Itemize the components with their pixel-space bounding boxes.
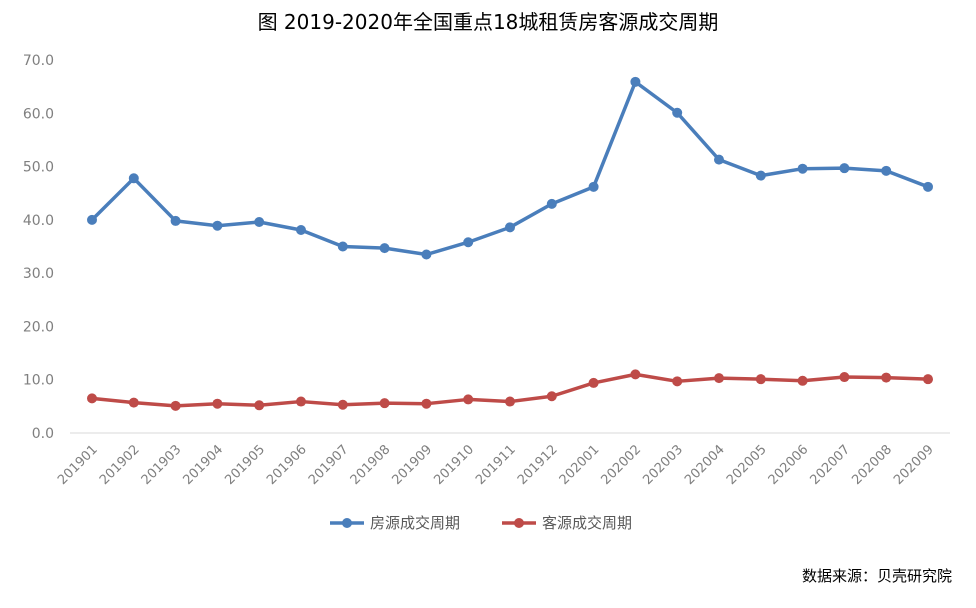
x-tick-label: 201907: [306, 442, 352, 488]
data-point: [588, 181, 599, 192]
data-point: [630, 369, 641, 380]
data-point: [128, 173, 139, 184]
x-tick-label: 202003: [640, 442, 686, 488]
y-tick-label: 10.0: [23, 373, 54, 389]
data-point: [421, 249, 432, 260]
x-tick-label: 202001: [557, 442, 603, 488]
data-point: [254, 216, 265, 227]
x-tick-label: 202004: [682, 442, 728, 488]
data-point: [923, 181, 933, 192]
legend-label-1: 客源成交周期: [542, 514, 632, 532]
x-tick-label: 201903: [139, 442, 185, 488]
data-point: [505, 222, 515, 233]
data-point: [170, 400, 181, 411]
x-tick-label: 202005: [724, 442, 770, 488]
data-point: [755, 374, 766, 385]
chart-title: 图 2019-2020年全国重点18城租赁房客源成交周期: [257, 10, 719, 34]
data-point: [170, 215, 181, 226]
x-tick-label: 201909: [390, 442, 436, 488]
y-tick-label: 30.0: [23, 266, 54, 282]
x-tick-label: 201901: [55, 442, 101, 488]
x-tick-label: 202008: [849, 442, 895, 488]
legend-label-0: 房源成交周期: [370, 514, 460, 532]
data-point: [546, 391, 557, 402]
x-tick-label: 201912: [515, 442, 561, 488]
data-point: [923, 374, 933, 385]
x-tick-label: 201910: [431, 442, 477, 488]
y-tick-label: 70.0: [23, 53, 54, 69]
data-point: [797, 163, 808, 174]
y-tick-label: 40.0: [23, 213, 54, 229]
data-point: [714, 373, 724, 384]
legend-marker-0: [342, 518, 352, 528]
y-axis: 0.0 10.0 20.0 30.0 40.0 50.0 60.0 70.0: [23, 53, 54, 442]
x-tick-label: 202006: [766, 442, 812, 488]
x-tick-label: 201906: [264, 442, 310, 488]
data-point: [463, 394, 474, 405]
data-point: [797, 375, 808, 386]
data-source: 数据来源：贝壳研究院: [801, 567, 952, 585]
data-point: [881, 372, 892, 383]
data-point: [379, 398, 390, 409]
data-point: [672, 107, 683, 118]
data-point: [588, 377, 599, 388]
x-tick-label: 201908: [348, 442, 394, 488]
x-tick-label: 201902: [97, 442, 143, 488]
y-tick-label: 60.0: [23, 106, 54, 122]
data-point: [296, 396, 306, 407]
data-point: [254, 400, 265, 411]
legend: 房源成交周期 客源成交周期: [330, 514, 632, 532]
data-point: [337, 241, 348, 252]
data-point: [755, 170, 766, 181]
data-point: [672, 376, 683, 387]
data-point: [212, 398, 223, 409]
data-point: [463, 237, 474, 248]
series-layer: [87, 76, 933, 411]
y-tick-label: 0.0: [32, 426, 54, 442]
x-tick-label: 202002: [599, 442, 645, 488]
data-point: [881, 165, 892, 176]
x-axis: 2019012019022019032019042019052019062019…: [55, 432, 950, 488]
x-tick-label: 201911: [473, 442, 519, 488]
data-point: [839, 372, 850, 383]
data-point: [379, 243, 390, 254]
data-point: [212, 220, 223, 231]
x-tick-label: 201904: [181, 442, 227, 488]
data-point: [714, 154, 724, 165]
data-point: [546, 198, 557, 209]
x-tick-label: 202007: [808, 442, 854, 488]
data-point: [505, 396, 515, 407]
data-point: [839, 163, 850, 174]
y-tick-label: 20.0: [23, 319, 54, 335]
x-tick-label: 202009: [891, 442, 937, 488]
legend-marker-1: [514, 518, 524, 528]
y-tick-label: 50.0: [23, 160, 54, 176]
data-point: [421, 398, 432, 409]
data-point: [337, 399, 348, 410]
data-point: [87, 214, 97, 225]
data-point: [630, 76, 641, 87]
data-point: [128, 397, 139, 408]
data-point: [87, 393, 97, 404]
x-tick-label: 201905: [222, 442, 268, 488]
data-point: [296, 224, 306, 235]
